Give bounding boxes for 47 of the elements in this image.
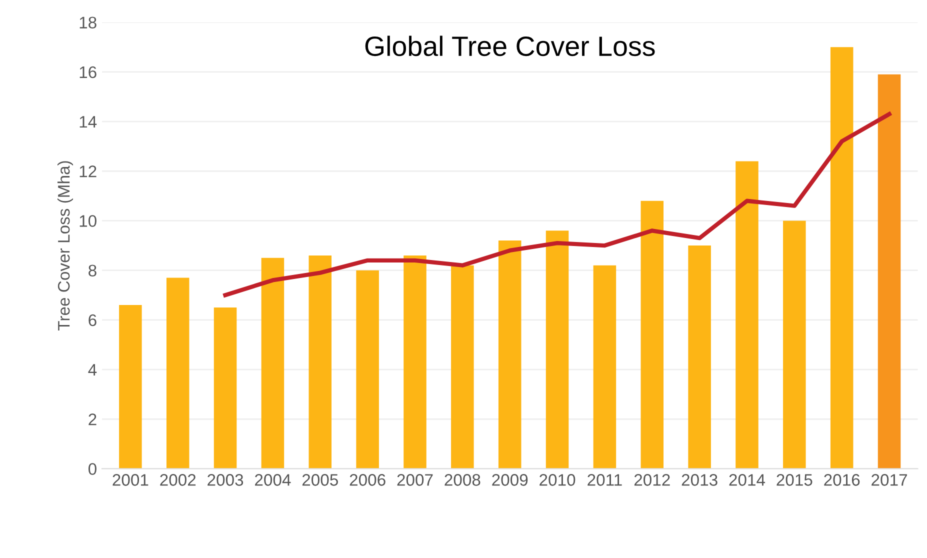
line-series bbox=[223, 112, 892, 298]
y-tick-label: 16 bbox=[80, 66, 96, 78]
y-tick-label: 8 bbox=[88, 264, 96, 277]
bar bbox=[736, 161, 758, 469]
bar bbox=[356, 270, 379, 469]
bar bbox=[783, 220, 806, 469]
x-tick-label: 2009 bbox=[492, 474, 528, 486]
x-tick-label: 2016 bbox=[824, 474, 860, 486]
bar bbox=[261, 258, 284, 469]
x-tick-label: 2010 bbox=[540, 474, 576, 486]
bar bbox=[214, 308, 237, 469]
bar bbox=[688, 246, 711, 469]
chart-title: Global Tree Cover Loss bbox=[365, 36, 655, 56]
x-tick-label: 2008 bbox=[444, 474, 480, 486]
bar bbox=[546, 230, 569, 469]
x-tick-label: 2012 bbox=[634, 474, 670, 486]
bar bbox=[119, 305, 142, 469]
y-tick-label: 12 bbox=[80, 166, 96, 178]
y-tick-label: 18 bbox=[80, 16, 96, 29]
bar bbox=[498, 240, 522, 469]
x-tick-label: 2015 bbox=[776, 474, 812, 486]
bar bbox=[451, 265, 474, 469]
x-tick-label: 2007 bbox=[397, 474, 433, 486]
x-tick-label: 2017 bbox=[872, 474, 907, 486]
bar bbox=[404, 255, 426, 469]
x-tick-label: 2005 bbox=[302, 474, 338, 486]
x-tick-label: 2006 bbox=[350, 474, 386, 486]
y-tick-label: 14 bbox=[80, 116, 97, 128]
bar bbox=[593, 265, 616, 469]
y-tick-label: 0 bbox=[88, 463, 96, 475]
bar bbox=[830, 47, 854, 469]
x-tick-label: 2004 bbox=[255, 474, 291, 486]
y-tick-label: 10 bbox=[80, 215, 96, 227]
y-axis-title: Tree Cover Loss (Mha) bbox=[57, 161, 74, 330]
x-tick-label: 2013 bbox=[682, 474, 718, 486]
bar bbox=[640, 200, 664, 469]
x-tick-label: 2002 bbox=[160, 474, 196, 486]
bar bbox=[308, 255, 332, 469]
bar bbox=[878, 74, 901, 469]
x-tick-label: 2014 bbox=[729, 474, 766, 486]
y-tick-label: 4 bbox=[88, 364, 97, 376]
bar bbox=[166, 278, 190, 469]
x-tick-label: 2003 bbox=[208, 474, 244, 486]
y-tick-label: 6 bbox=[88, 314, 96, 326]
x-tick-label: 2001 bbox=[112, 474, 148, 486]
x-tick-label: 2011 bbox=[588, 474, 622, 486]
y-tick-label: 2 bbox=[88, 414, 96, 426]
